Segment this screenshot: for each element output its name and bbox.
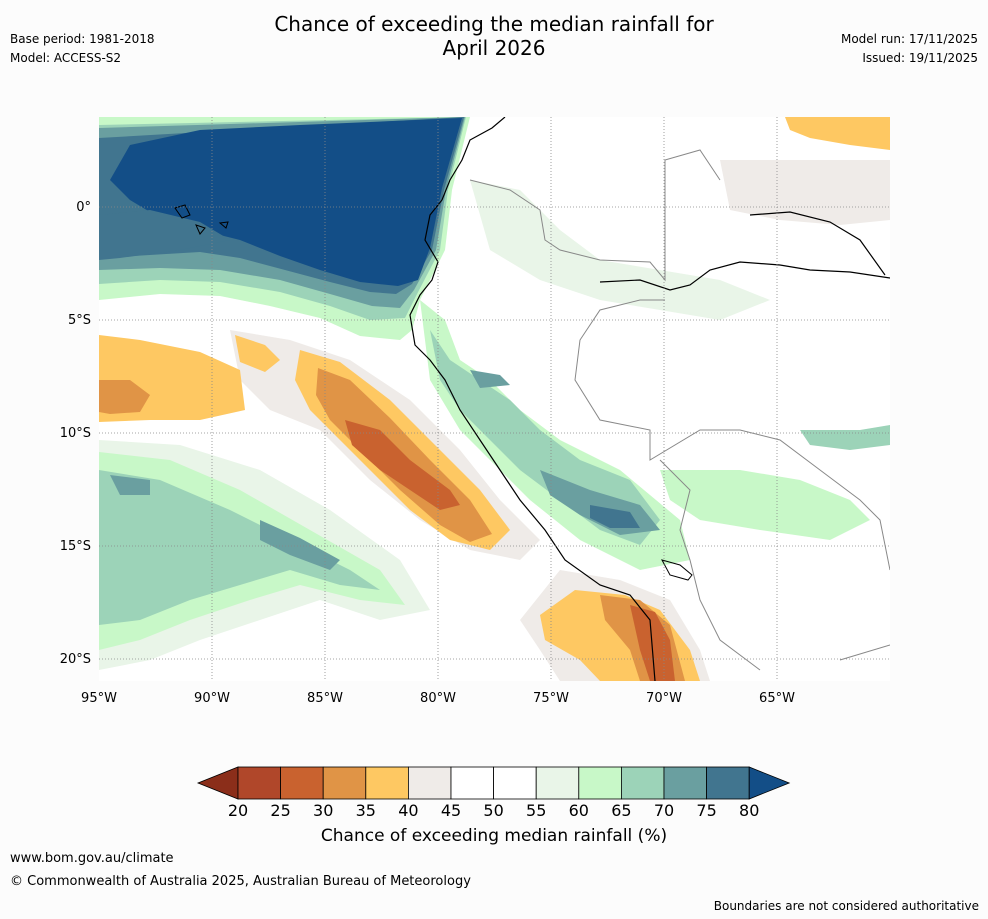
lon-label: 75°W — [533, 691, 569, 706]
colorbar-tick-label: 35 — [356, 801, 376, 820]
coastline — [409, 117, 656, 681]
footer-copyright: © Commonwealth of Australia 2025, Austra… — [10, 874, 471, 889]
wet-south-70 — [99, 470, 380, 625]
lake-titicaca — [661, 559, 693, 581]
lat-label: 5°S — [68, 313, 91, 328]
colorbar-tick-label: 20 — [228, 801, 248, 820]
lon-label: 65°W — [759, 691, 795, 706]
lon-label: 95°W — [81, 691, 117, 706]
dry-zone-25 — [345, 420, 460, 510]
borders — [469, 149, 890, 671]
footer-url[interactable]: www.bom.gov.au/climate — [10, 851, 174, 866]
colorbar-segment — [237, 766, 281, 800]
graticule — [99, 117, 890, 681]
axis-labels: 95°W 90°W 85°W 80°W 75°W 70°W 65°W 0° 5°… — [60, 200, 795, 706]
lat-label: 0° — [76, 200, 91, 215]
wet-coast-70 — [430, 330, 660, 545]
colorbar-segment — [706, 766, 750, 800]
model-name: Model: ACCESS-S2 — [10, 51, 122, 65]
colorbar-segment — [322, 766, 367, 800]
wet-zone-90 — [110, 118, 462, 286]
colorbar-extend-low — [196, 766, 239, 800]
wet-core-west — [99, 210, 230, 260]
issued-date: Issued: 19/11/2025 — [862, 51, 978, 65]
wet-inland-east — [800, 425, 890, 450]
colorbar-extend-high — [748, 766, 791, 800]
galapagos — [174, 204, 229, 235]
footer-disclaimer: Boundaries are not considered authoritat… — [713, 899, 979, 913]
model-run: Model run: 17/11/2025 — [840, 32, 978, 46]
colorbar-tick-label: 65 — [611, 801, 631, 820]
meta-left: Base period: 1981-2018 Model: ACCESS-S2 — [10, 30, 155, 68]
colorbar-segment — [280, 766, 324, 800]
dry-south-25 — [630, 605, 675, 681]
lat-label: 15°S — [60, 539, 91, 554]
wet-coast-80 — [470, 370, 660, 535]
wet-coast-85 — [590, 505, 640, 528]
lon-label: 90°W — [194, 691, 230, 706]
title-line-1: Chance of exceeding the median rainfall … — [274, 12, 714, 36]
colorbar-tick-label: 50 — [483, 801, 503, 820]
lat-label: 10°S — [60, 426, 91, 441]
colorbar-tick-label: 55 — [526, 801, 546, 820]
colorbar-segment — [535, 766, 580, 800]
dry-northeast-40 — [720, 160, 890, 225]
title-line-2: April 2026 — [442, 36, 546, 60]
colorbar-segment — [450, 766, 494, 800]
lat-label: 20°S — [60, 652, 91, 667]
lon-label: 80°W — [420, 691, 456, 706]
lon-label: 85°W — [307, 691, 343, 706]
colorbar-tick-label: 45 — [441, 801, 461, 820]
base-period: Base period: 1981-2018 — [10, 32, 155, 46]
colorbar-tick-label: 60 — [569, 801, 589, 820]
colorbar-segments — [196, 766, 791, 800]
colorbar-tick-label: 75 — [696, 801, 716, 820]
meta-right: Model run: 17/11/2025 Issued: 19/11/2025 — [841, 30, 978, 68]
wet-northeast — [470, 180, 770, 320]
dry-zone-west-30 — [99, 380, 150, 414]
colorbar-segment — [407, 766, 452, 800]
wet-inland-60 — [660, 470, 870, 540]
colorbar-segment — [663, 766, 707, 800]
colorbar-segment — [365, 766, 409, 800]
colorbar-segment — [578, 766, 622, 800]
colorbar-ticks: 20 25 30 35 40 45 50 55 60 65 70 75 80 — [228, 801, 760, 820]
colorbar-label: Chance of exceeding median rainfall (%) — [320, 826, 668, 846]
colorbar-tick-label: 70 — [654, 801, 674, 820]
lon-label: 70°W — [646, 691, 682, 706]
chart-title: Chance of exceeding the median rainfall … — [0, 12, 988, 60]
colorbar-segment — [621, 766, 665, 800]
colorbar-tick-label: 40 — [398, 801, 418, 820]
dry-zone-west-35b — [235, 335, 280, 372]
map-field — [99, 117, 890, 681]
colorbar-tick-label: 25 — [270, 801, 290, 820]
colorbar-tick-label: 30 — [313, 801, 333, 820]
colorbar-tick-label: 80 — [739, 801, 759, 820]
colorbar-segment — [493, 766, 537, 800]
